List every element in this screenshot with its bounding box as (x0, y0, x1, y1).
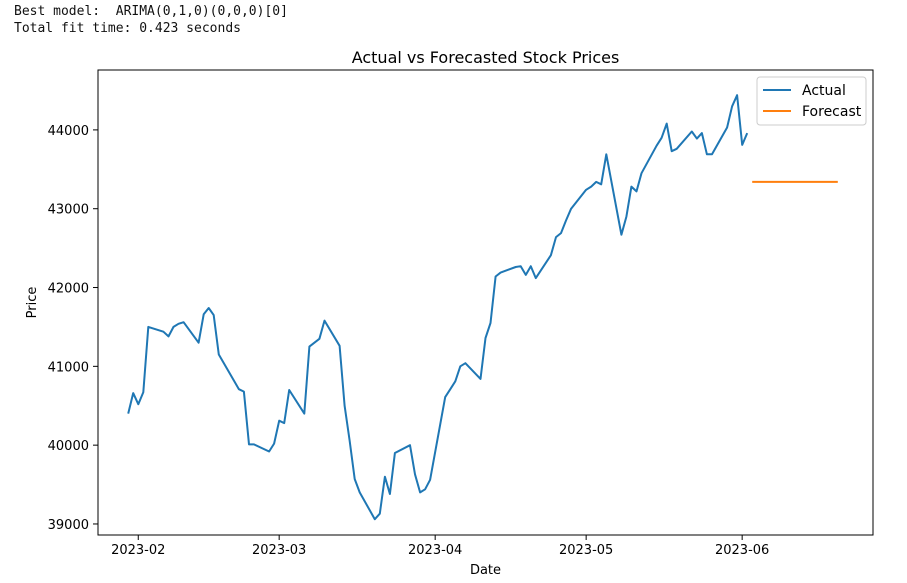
console-output: Best model: ARIMA(0,1,0)(0,0,0)[0] Total … (14, 3, 288, 37)
plot-frame (97, 69, 874, 536)
y-tick-label: 40000 (48, 439, 89, 454)
chart-title: Actual vs Forecasted Stock Prices (352, 48, 620, 67)
y-tick-label: 43000 (48, 203, 89, 218)
console-fit-time: Total fit time: 0.423 seconds (14, 21, 241, 36)
y-axis-label: Price (25, 287, 40, 319)
x-axis-label: Date (470, 563, 501, 578)
y-tick-label: 42000 (48, 282, 89, 297)
legend: Actual Forecast (756, 76, 867, 126)
series-layer (127, 94, 838, 521)
legend-label-forecast: Forecast (802, 104, 862, 120)
x-axis: 2023-02 2023-03 2023-04 2023-05 2023-06 (111, 535, 769, 558)
x-tick-label: 2023-04 (408, 543, 462, 558)
legend-label-actual: Actual (802, 83, 846, 99)
x-tick-label: 2023-03 (252, 543, 306, 558)
y-axis: 39000 40000 41000 42000 43000 44000 (48, 124, 98, 533)
console-best-model: Best model: ARIMA(0,1,0)(0,0,0)[0] (14, 4, 288, 19)
x-tick-label: 2023-05 (559, 543, 613, 558)
y-tick-label: 39000 (48, 518, 89, 533)
x-tick-label: 2023-02 (111, 543, 165, 558)
y-tick-label: 44000 (48, 124, 89, 139)
y-tick-label: 41000 (48, 360, 89, 375)
x-tick-label: 2023-06 (715, 543, 769, 558)
series-line-actual (127, 94, 749, 521)
